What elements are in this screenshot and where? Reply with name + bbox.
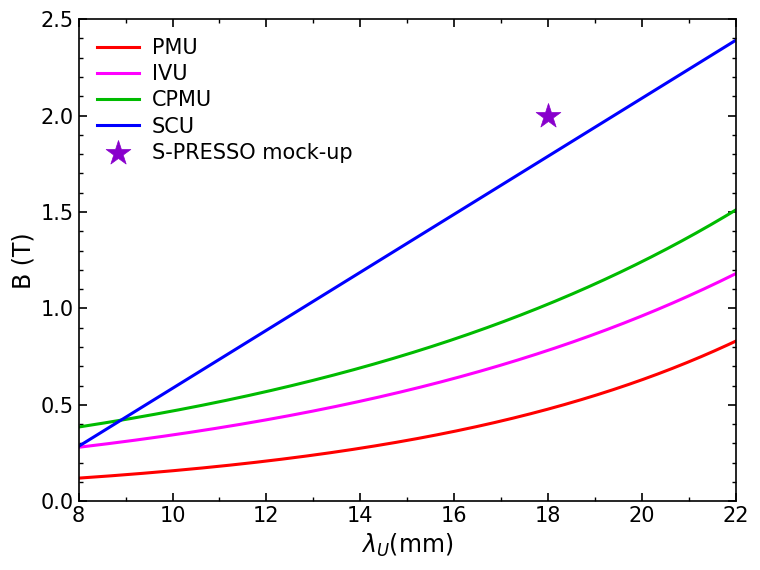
IVU (390, 390, 399, 397)
SCU (74, 443, 83, 450)
SCU (731, 37, 740, 44)
Line: CPMU: CPMU (78, 210, 736, 427)
CPMU (429, 343, 439, 349)
X-axis label: $\lambda_U$(mm): $\lambda_U$(mm) (361, 532, 453, 559)
IVU (429, 380, 439, 387)
PMU (731, 338, 740, 345)
PMU (74, 475, 83, 482)
SCU (465, 201, 474, 208)
SCU (390, 247, 399, 254)
Line: SCU: SCU (78, 40, 736, 446)
CPMU (386, 356, 395, 363)
CPMU (465, 331, 474, 337)
PMU (390, 439, 399, 446)
SCU (613, 110, 622, 117)
SCU (715, 47, 724, 54)
IVU (74, 444, 83, 451)
CPMU (390, 355, 399, 361)
Line: IVU: IVU (78, 274, 736, 447)
IVU (715, 278, 724, 285)
SCU (386, 250, 395, 257)
PMU (613, 385, 622, 392)
IVU (386, 391, 395, 398)
CPMU (731, 207, 740, 214)
Line: PMU: PMU (78, 341, 736, 478)
PMU (429, 432, 439, 439)
CPMU (613, 270, 622, 277)
S-PRESSO mock-up (542, 111, 554, 120)
PMU (465, 425, 474, 431)
IVU (465, 370, 474, 377)
PMU (715, 345, 724, 352)
Y-axis label: B (T): B (T) (11, 232, 35, 288)
IVU (731, 270, 740, 277)
Legend: PMU, IVU, CPMU, SCU, S-PRESSO mock-up: PMU, IVU, CPMU, SCU, S-PRESSO mock-up (89, 30, 360, 171)
PMU (386, 440, 395, 447)
SCU (429, 223, 439, 230)
CPMU (715, 216, 724, 223)
IVU (613, 322, 622, 329)
CPMU (74, 424, 83, 430)
